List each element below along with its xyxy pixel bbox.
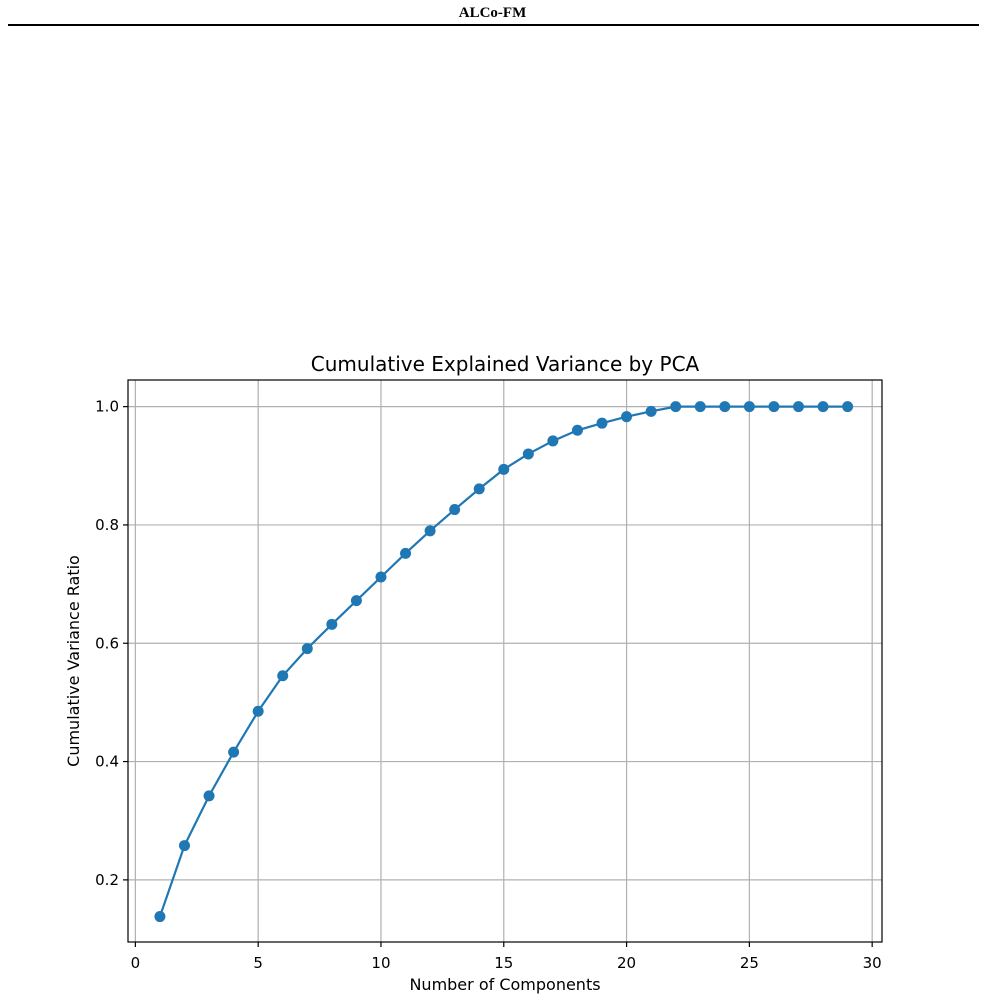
x-tick-label: 10 (371, 954, 390, 972)
x-tick-label: 30 (863, 954, 882, 972)
data-point (228, 747, 239, 758)
data-point (154, 911, 165, 922)
y-axis-label: Cumulative Variance Ratio (64, 555, 83, 767)
data-point (474, 483, 485, 494)
data-point (326, 619, 337, 630)
x-tick-label: 15 (494, 954, 513, 972)
data-point (670, 401, 681, 412)
data-point (375, 571, 386, 582)
data-point (179, 840, 190, 851)
y-tick-label: 0.8 (95, 516, 119, 534)
data-point (253, 706, 264, 717)
data-point (768, 401, 779, 412)
x-axis-label: Number of Components (409, 975, 600, 994)
data-point (695, 401, 706, 412)
data-point (744, 401, 755, 412)
y-tick-label: 0.6 (95, 634, 119, 652)
y-tick-label: 0.4 (95, 753, 119, 771)
data-point (302, 643, 313, 654)
x-tick-label: 25 (740, 954, 759, 972)
x-tick-label: 20 (617, 954, 636, 972)
data-point (793, 401, 804, 412)
x-tick-label: 0 (131, 954, 141, 972)
data-point (646, 406, 657, 417)
data-point (425, 525, 436, 536)
data-point (523, 448, 534, 459)
data-point (572, 425, 583, 436)
data-point (547, 435, 558, 446)
data-point (204, 790, 215, 801)
data-point (842, 401, 853, 412)
axis-ticks: 0 5 10 15 20 25 30 0.2 0.4 0.6 0.8 1.0 (95, 398, 882, 972)
data-point (351, 595, 362, 606)
chart-title: Cumulative Explained Variance by PCA (311, 352, 700, 376)
data-point (498, 464, 509, 475)
data-point (400, 548, 411, 559)
data-point (449, 504, 460, 515)
data-point (277, 670, 288, 681)
data-point (719, 401, 730, 412)
x-tick-label: 5 (253, 954, 263, 972)
data-point (818, 401, 829, 412)
y-tick-label: 0.2 (95, 871, 119, 889)
data-point (597, 418, 608, 429)
y-tick-label: 1.0 (95, 398, 119, 416)
data-point (621, 411, 632, 422)
